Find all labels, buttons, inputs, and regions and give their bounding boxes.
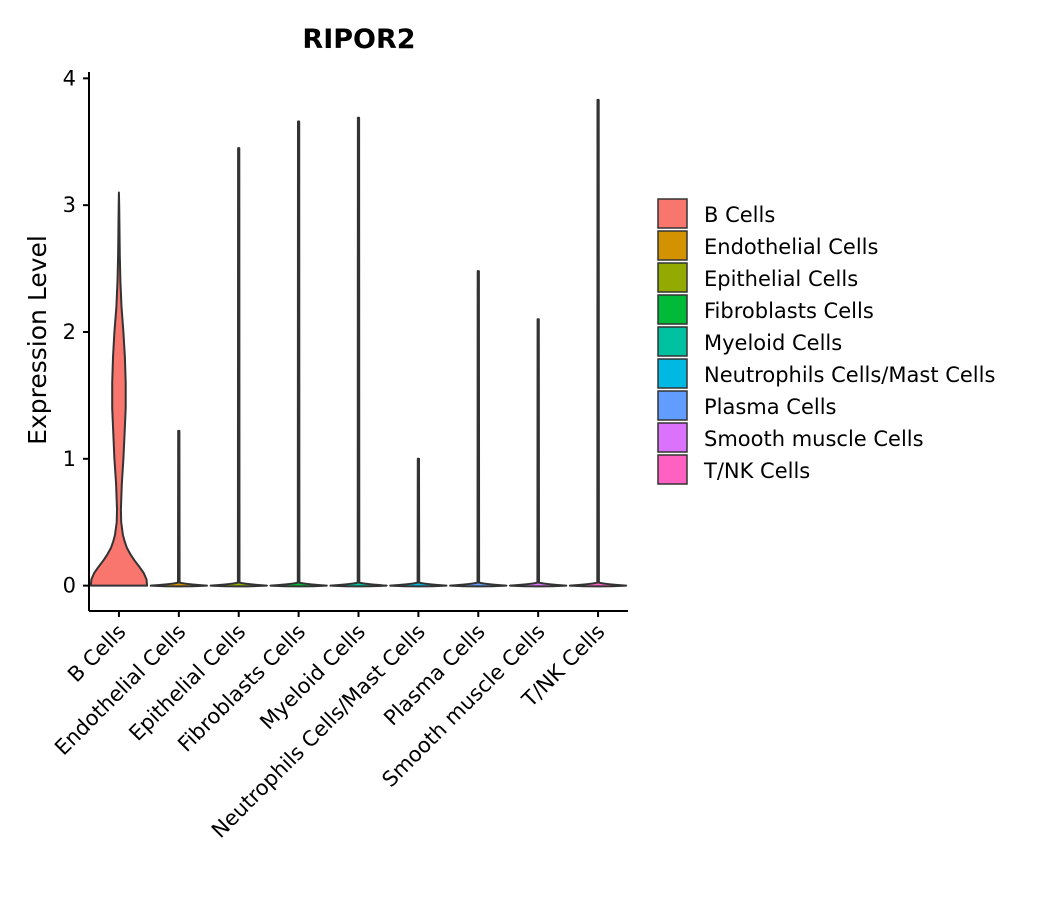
legend: B Cells Endothelial Cells Epithelial Cells… <box>657 198 995 485</box>
legend-label: Neutrophils Cells/Mast Cells <box>704 363 995 387</box>
y-tick-label: 3 <box>63 193 76 217</box>
legend-swatch <box>657 294 688 325</box>
legend-swatch <box>657 390 688 421</box>
legend-item: Smooth muscle Cells <box>657 422 924 453</box>
legend-swatch <box>657 358 688 389</box>
violin-body-3 <box>209 147 268 588</box>
legend-label: B Cells <box>704 203 775 227</box>
y-axis-title: Expression Level <box>23 235 52 445</box>
chart-title: RIPOR2 <box>302 24 415 55</box>
legend-label: Smooth muscle Cells <box>704 427 924 451</box>
violin-body-4 <box>269 120 328 588</box>
legend-label: Myeloid Cells <box>704 331 842 355</box>
violin-body-9 <box>568 98 628 588</box>
legend-item: Endothelial Cells <box>657 230 878 261</box>
violin-7 <box>449 270 508 588</box>
legend-swatch <box>657 326 688 357</box>
legend-item: T/NK Cells <box>657 454 810 485</box>
violin-body-7 <box>449 270 508 588</box>
violin-9 <box>568 98 628 588</box>
violin-2 <box>149 429 208 588</box>
legend-item: Neutrophils Cells/Mast Cells <box>657 358 995 389</box>
violin-body-2 <box>149 429 208 588</box>
x-tick-label: Myeloid Cells <box>255 620 370 735</box>
legend-item: Myeloid Cells <box>657 326 842 357</box>
y-tick-label: 4 <box>63 66 76 90</box>
violin-body-6 <box>389 457 448 588</box>
violin-3 <box>209 147 268 588</box>
legend-swatch <box>657 262 688 293</box>
violin-body-8 <box>509 318 568 588</box>
violin-8 <box>509 318 568 588</box>
violin-1 <box>89 191 149 587</box>
violin-body-1 <box>89 191 149 587</box>
plot-area <box>89 98 628 588</box>
legend-item: Plasma Cells <box>657 390 837 421</box>
legend-swatch <box>657 422 688 453</box>
violin-4 <box>269 120 328 588</box>
legend-item: Fibroblasts Cells <box>657 294 874 325</box>
legend-label: Endothelial Cells <box>704 235 878 259</box>
violin-body-5 <box>329 116 388 588</box>
legend-swatch <box>657 454 688 485</box>
violin-6 <box>389 457 448 588</box>
legend-label: T/NK Cells <box>703 459 810 483</box>
legend-label: Fibroblasts Cells <box>704 299 874 323</box>
legend-label: Plasma Cells <box>704 395 837 419</box>
legend-swatch <box>657 230 688 261</box>
violin-5 <box>329 116 388 588</box>
y-axis: 0 1 2 3 4 <box>63 66 90 611</box>
legend-item: B Cells <box>657 198 775 229</box>
legend-label: Epithelial Cells <box>704 267 858 291</box>
legend-swatch <box>657 198 688 229</box>
legend-item: Epithelial Cells <box>657 262 858 293</box>
y-tick-label: 0 <box>63 574 76 598</box>
y-tick-label: 2 <box>63 320 76 344</box>
y-tick-label: 1 <box>63 447 76 471</box>
